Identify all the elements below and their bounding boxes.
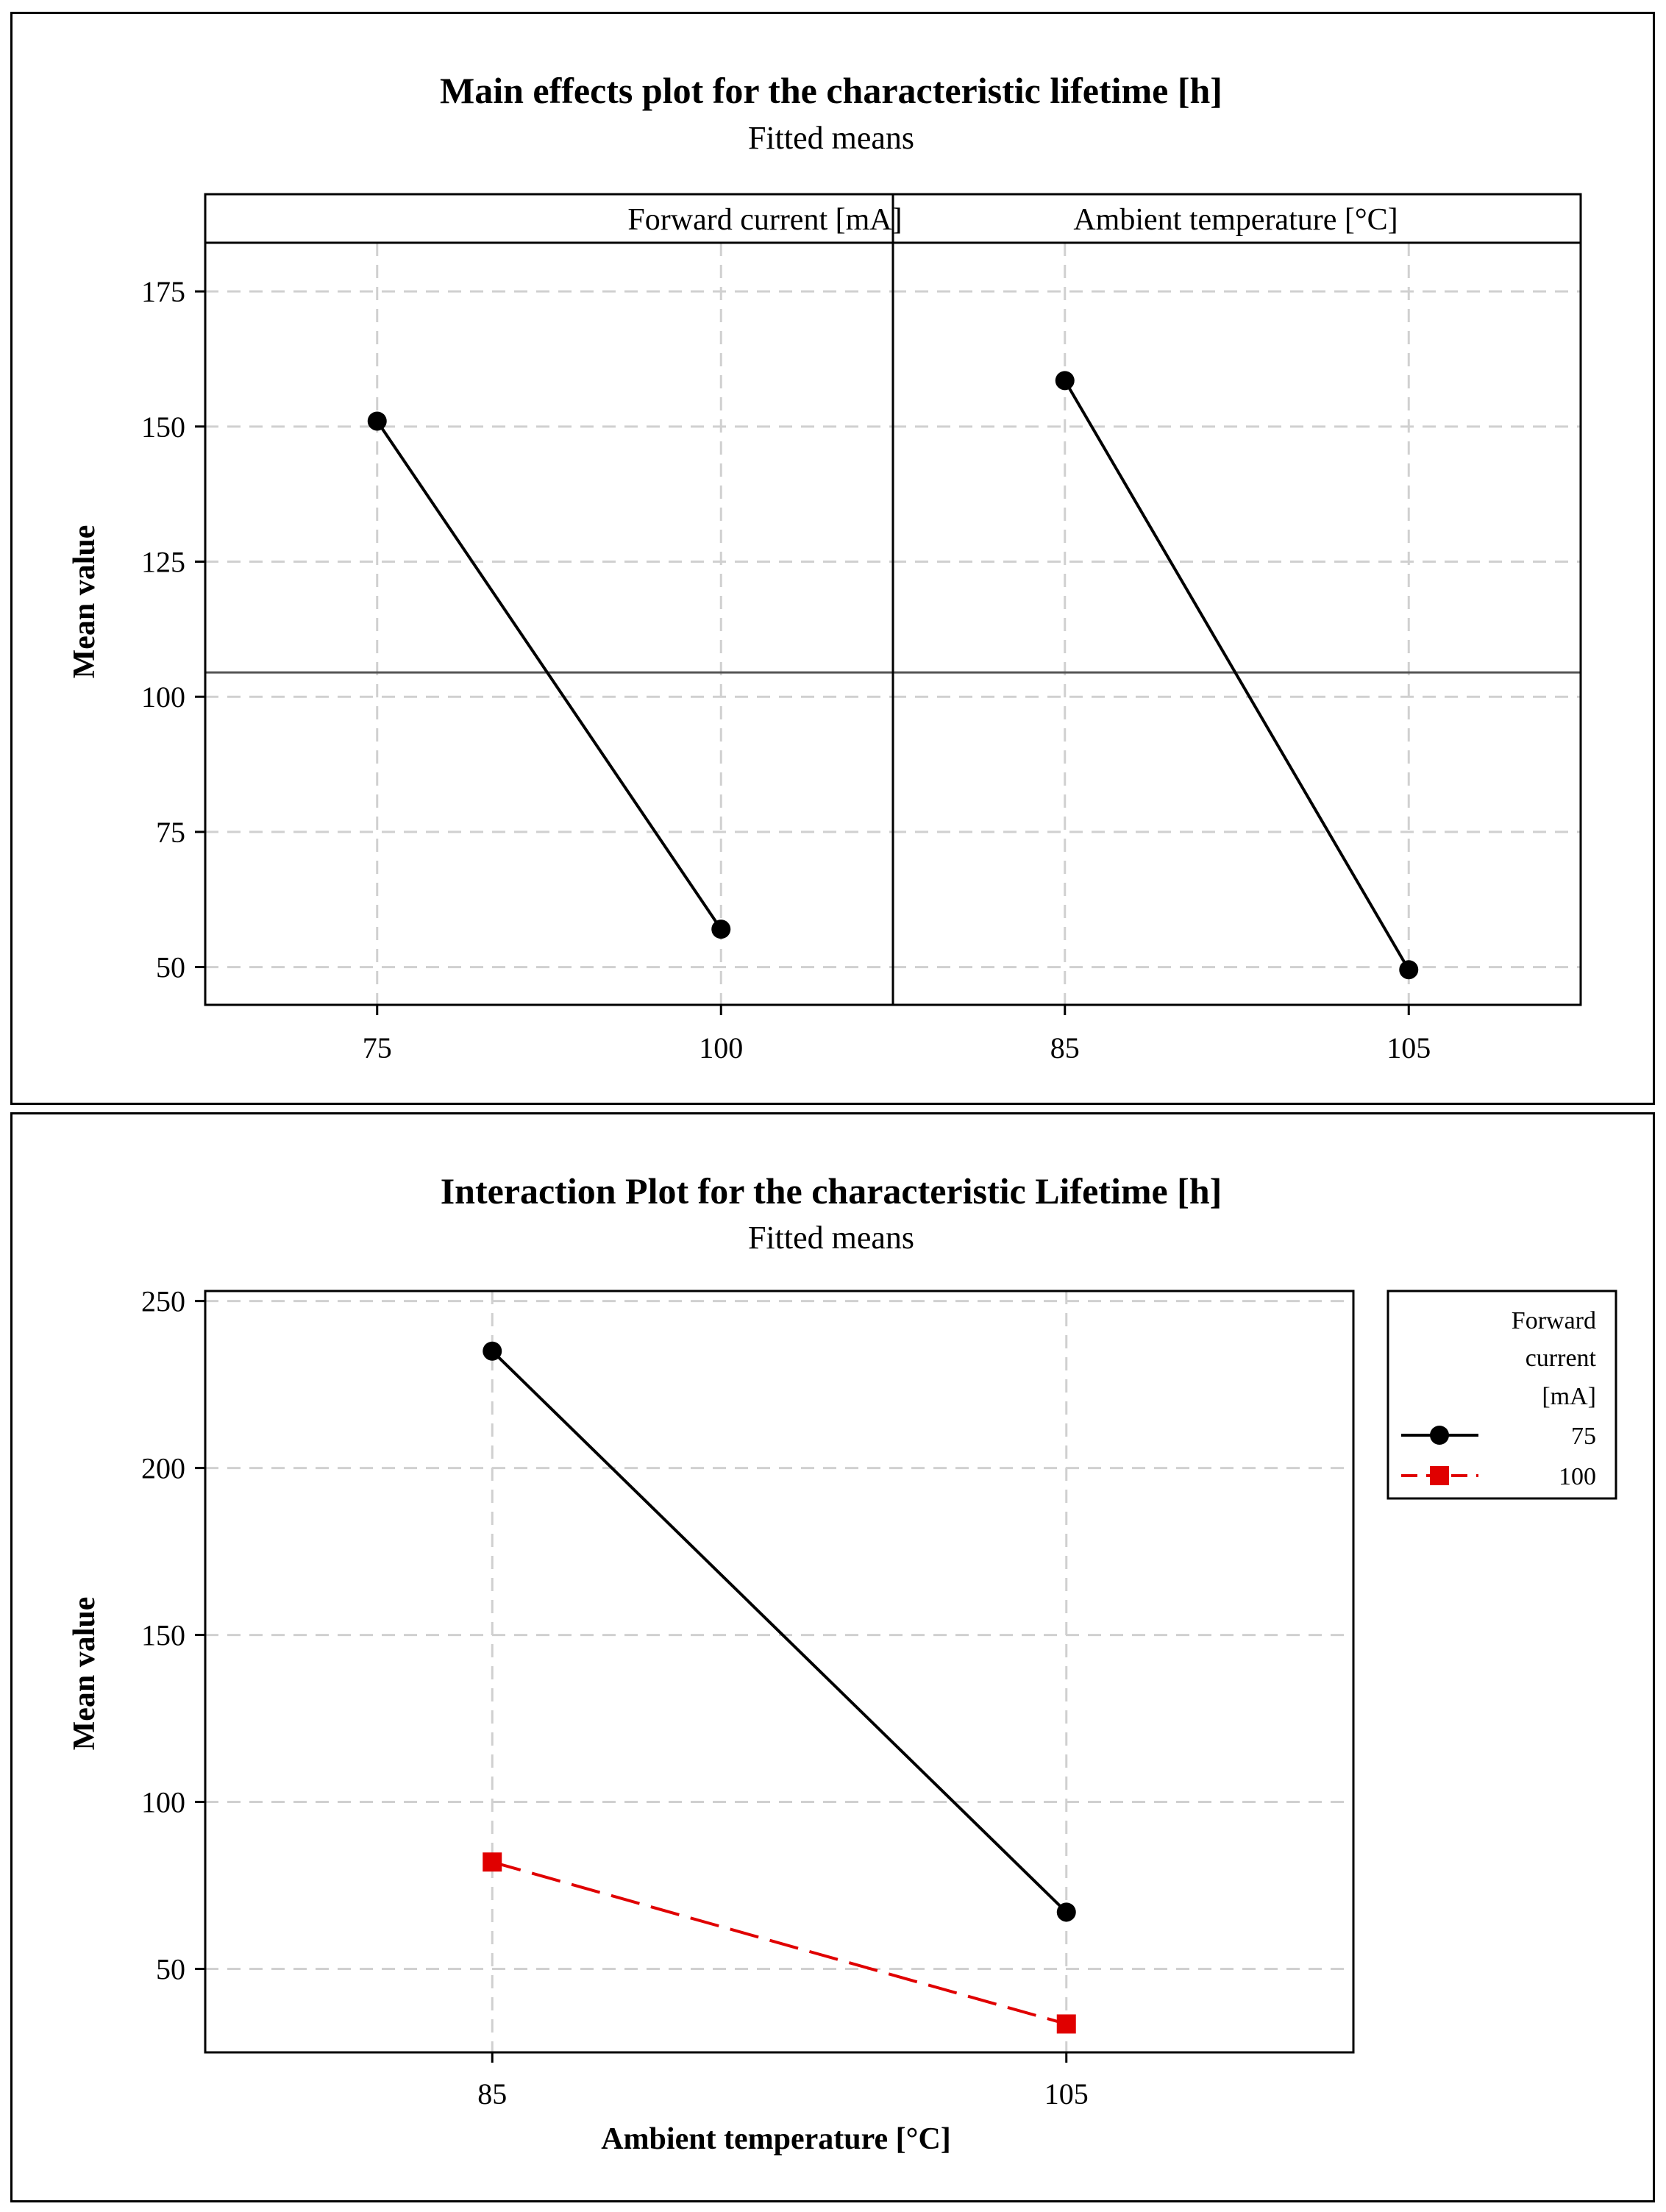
interaction-plot-frame bbox=[204, 1290, 1355, 2054]
x-tick-label-bottom-1: 105 bbox=[1044, 2077, 1089, 2110]
x-tick-label-panel-0-1: 100 bbox=[699, 1031, 743, 1064]
main-effect-point-panel-0-1 bbox=[711, 920, 731, 939]
series-point-100-1 bbox=[1056, 2014, 1076, 2034]
main-effects-title: Main effects plot for the characteristic… bbox=[440, 70, 1222, 111]
series-point-75-0 bbox=[483, 1341, 502, 1361]
legend-label-100: 100 bbox=[1559, 1463, 1596, 1490]
main-effect-line-panel-0 bbox=[376, 420, 722, 931]
y-tick-label-top-175: 175 bbox=[141, 275, 185, 308]
interaction-subtitle: Fitted means bbox=[748, 1220, 914, 1256]
x-tick-label-bottom-0: 85 bbox=[477, 2077, 507, 2110]
main-effect-line-panel-1 bbox=[1064, 380, 1410, 971]
plot-frame-panel-0 bbox=[204, 241, 894, 1006]
x-tick-label-panel-0-0: 75 bbox=[363, 1031, 392, 1064]
strip-label-ambient-temperature: Ambient temperature [°C] bbox=[1073, 203, 1398, 237]
y-tick-label-bottom-250: 250 bbox=[141, 1285, 185, 1318]
series-point-100-0 bbox=[483, 1852, 502, 1872]
interaction-x-label: Ambient temperature [°C] bbox=[601, 2122, 951, 2156]
interaction-legend: Forward current [mA] 75 100 bbox=[1386, 1290, 1617, 1500]
main-effect-point-panel-1-1 bbox=[1399, 960, 1419, 980]
main-effect-point-panel-0-0 bbox=[367, 411, 387, 431]
y-tick-label-top-125: 125 bbox=[141, 546, 185, 579]
y-tick-label-bottom-50: 50 bbox=[156, 1953, 185, 1986]
main-effect-point-panel-1-0 bbox=[1055, 371, 1075, 391]
legend-title-line-1: Forward bbox=[1512, 1307, 1596, 1334]
series-point-75-1 bbox=[1056, 1902, 1076, 1922]
interaction-grid bbox=[205, 1291, 1353, 2052]
plot-frame-panel-1 bbox=[891, 241, 1582, 1006]
x-tick-label-panel-1-1: 105 bbox=[1386, 1031, 1431, 1064]
y-tick-label-bottom-200: 200 bbox=[141, 1452, 185, 1485]
main-effects-marks bbox=[367, 371, 1419, 980]
interaction-title: Interaction Plot for the characteristic … bbox=[441, 1170, 1222, 1212]
series-line-100 bbox=[491, 1860, 1067, 2026]
strip-label-forward-current: Forward current [mA] bbox=[627, 203, 902, 237]
y-tick-label-bottom-150: 150 bbox=[141, 1619, 185, 1652]
main-effects-grid bbox=[205, 243, 1581, 1005]
legend-marker-75 bbox=[1430, 1426, 1449, 1445]
y-tick-label-top-50: 50 bbox=[156, 951, 185, 984]
main-effects-ticks: 75 100 85 105 50 75 100 125 150 175 bbox=[141, 275, 1431, 1064]
legend-title-line-2: current bbox=[1526, 1345, 1597, 1372]
y-tick-label-top-75: 75 bbox=[156, 816, 185, 849]
main-effects-y-label: Mean value bbox=[68, 525, 102, 679]
interaction-ticks: 50 100 150 200 250 85 105 bbox=[141, 1285, 1089, 2110]
interaction-frames bbox=[204, 1290, 1355, 2054]
legend-box bbox=[1386, 1290, 1617, 1500]
legend-label-75: 75 bbox=[1571, 1423, 1596, 1450]
y-tick-label-top-150: 150 bbox=[141, 410, 185, 444]
y-tick-label-bottom-100: 100 bbox=[141, 1786, 185, 1819]
x-tick-label-panel-1-0: 85 bbox=[1050, 1031, 1080, 1064]
interaction-y-label: Mean value bbox=[68, 1597, 102, 1751]
legend-marker-100 bbox=[1430, 1466, 1449, 1485]
series-line-75 bbox=[491, 1350, 1068, 1913]
interaction-panel bbox=[10, 1112, 1655, 2202]
main-effects-subtitle: Fitted means bbox=[748, 120, 914, 156]
main-effects-frames bbox=[204, 193, 1582, 1006]
y-tick-label-top-100: 100 bbox=[141, 680, 185, 714]
interaction-marks bbox=[483, 1341, 1076, 2034]
legend-title-line-3: [mA] bbox=[1542, 1383, 1596, 1410]
